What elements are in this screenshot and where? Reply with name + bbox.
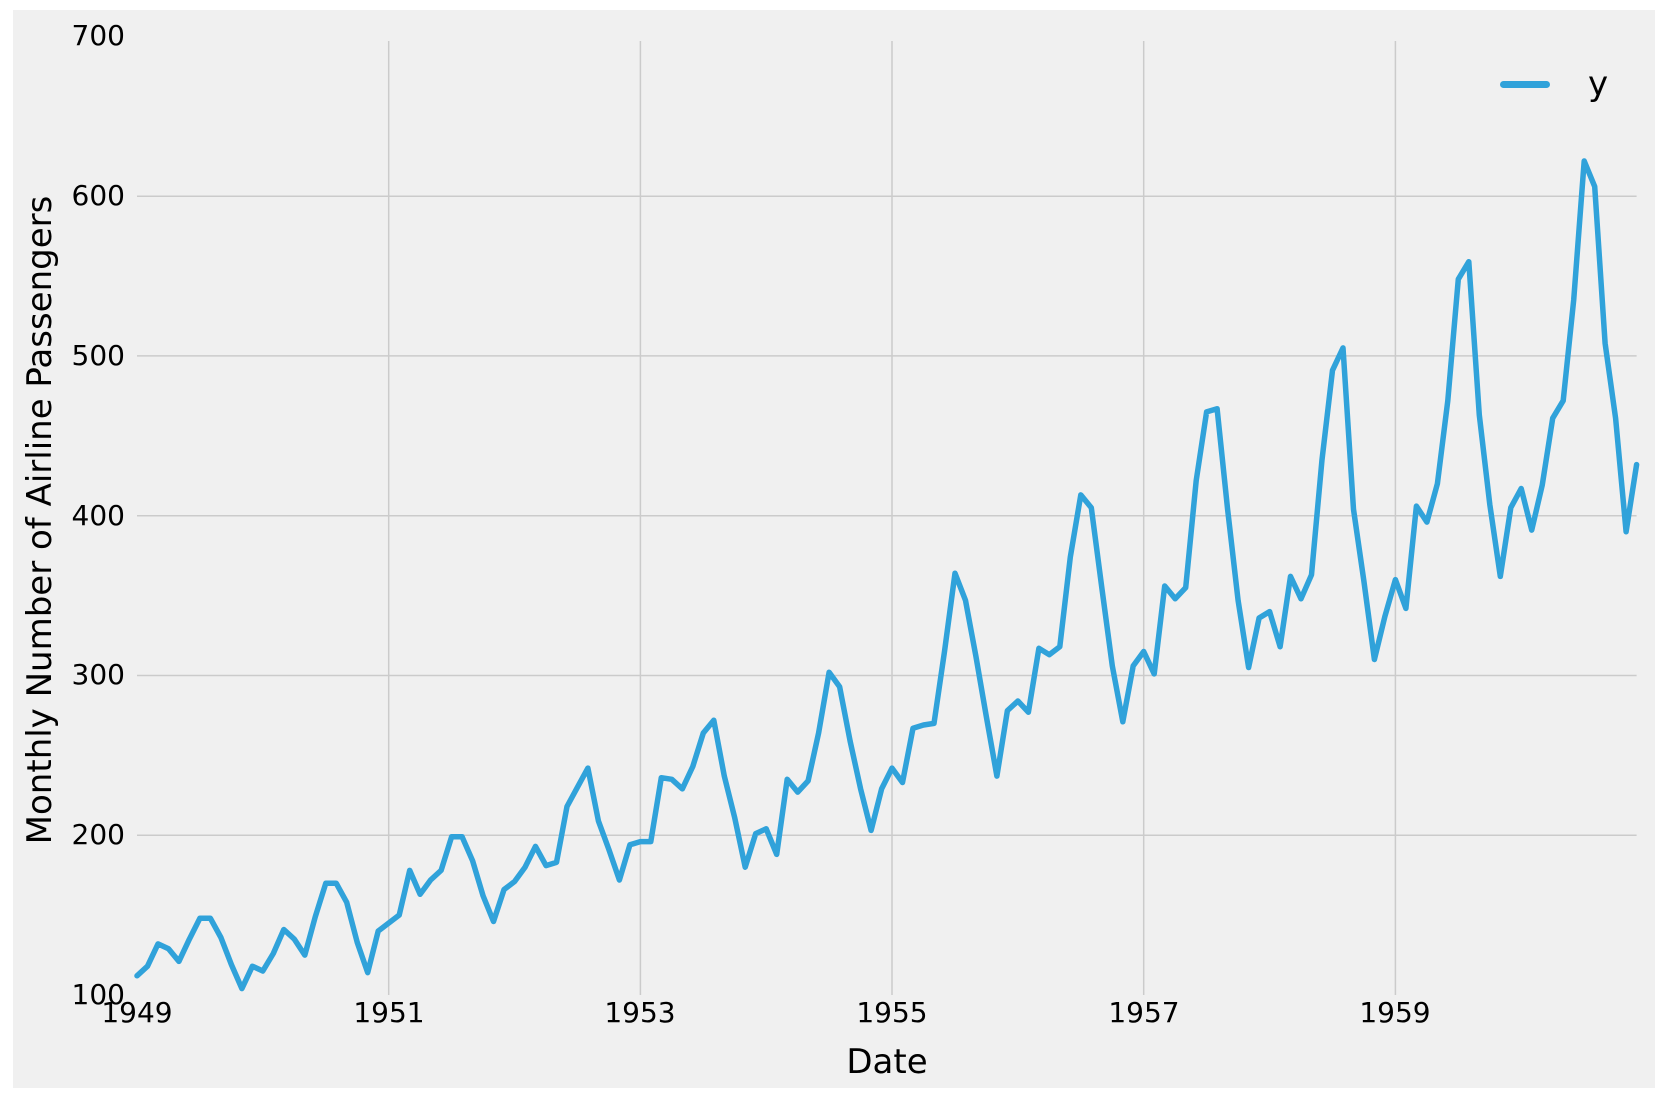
vertical-gridlines xyxy=(387,41,1397,995)
y-tick-label-100: 100 xyxy=(71,978,125,1011)
y-tick-label-500: 500 xyxy=(71,339,125,372)
x-tick-label-1957: 1957 xyxy=(1108,996,1180,1029)
x-tick-label-1959: 1959 xyxy=(1359,996,1431,1029)
y-tick-label-300: 300 xyxy=(71,658,125,691)
y-tick-label-600: 600 xyxy=(71,179,125,212)
x-tick-label-1951: 1951 xyxy=(353,996,425,1029)
x-tick-label-1955: 1955 xyxy=(856,996,928,1029)
x-tick-label-1949: 1949 xyxy=(101,996,173,1029)
figure-background xyxy=(13,10,1655,1088)
legend: y xyxy=(1500,62,1608,106)
y-tick-label-200: 200 xyxy=(71,818,125,851)
legend-label: y xyxy=(1588,64,1609,104)
legend-line-swatch xyxy=(1500,80,1550,88)
x-tick-label-1953: 1953 xyxy=(604,996,676,1029)
y-axis-label: Monthly Number of Airline Passengers xyxy=(20,195,60,845)
y-tick-label-400: 400 xyxy=(71,499,125,532)
series-line-y xyxy=(134,158,1640,992)
y-tick-label-700: 700 xyxy=(71,19,125,52)
horizontal-gridlines xyxy=(137,195,1637,836)
x-axis-label: Date xyxy=(846,1042,928,1082)
